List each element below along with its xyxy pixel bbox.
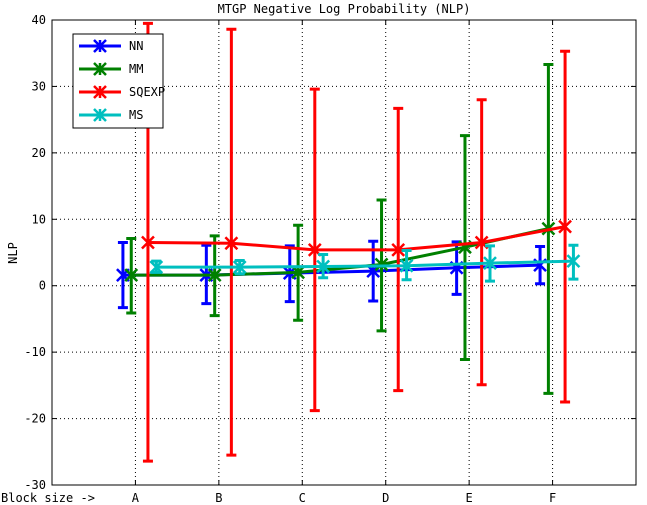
legend-item-nn: NN [79, 39, 143, 53]
plot-frame [51, 19, 637, 486]
y-tick-label: -20 [24, 412, 46, 426]
x-tick-label: C [299, 491, 306, 505]
series-line-sqexp [147, 225, 566, 252]
chart-title: MTGP Negative Log Probability (NLP) [218, 2, 471, 16]
point-marker-ms [316, 259, 331, 274]
legend-label-sqexp: SQEXP [129, 85, 165, 99]
series-ms [149, 243, 581, 283]
x-tick-label: F [549, 491, 556, 505]
y-tick-label: -10 [24, 345, 46, 359]
point-marker-mm [124, 268, 139, 282]
point-marker-ms [566, 254, 581, 269]
y-tick-label: 10 [32, 212, 46, 226]
point-marker-ms [483, 256, 497, 271]
axis-ticks: -30 -20 -10 0 10 20 30 40 A B C D E F [24, 13, 636, 505]
point-marker-mm [374, 257, 389, 272]
x-prefix-label: Block size -> [1, 491, 95, 505]
legend-item-ms: MS [79, 108, 143, 122]
legend-marker-ms [93, 108, 107, 122]
x-tick-label: B [215, 491, 222, 505]
y-axis-label: NLP [6, 242, 20, 264]
point-marker-mm [207, 268, 222, 282]
legend: NN MM SQEXP MS [72, 33, 165, 129]
legend-marker-sqexp [93, 85, 107, 99]
legend-label-nn: NN [129, 39, 143, 53]
point-marker-sqexp [224, 236, 239, 251]
point-marker-sqexp [558, 219, 572, 234]
point-marker-ms [399, 258, 414, 273]
x-tick-label: A [132, 491, 140, 505]
legend-label-mm: MM [129, 62, 143, 76]
legend-item-sqexp: SQEXP [79, 85, 165, 99]
series-sqexp [141, 21, 572, 463]
x-tick-label: E [466, 491, 473, 505]
legend-marker-mm [93, 62, 107, 76]
point-marker-mm [291, 265, 305, 280]
y-tick-label: 20 [32, 146, 46, 160]
x-tick-label: D [382, 491, 389, 505]
legend-item-mm: MM [79, 62, 143, 76]
legend-marker-nn [93, 39, 107, 53]
legend-box [72, 33, 164, 129]
point-marker-sqexp [141, 235, 155, 250]
y-tick-label: -30 [24, 478, 46, 492]
point-marker-ms [232, 260, 247, 274]
legend-label-ms: MS [129, 108, 143, 122]
series-line-ms [156, 259, 574, 269]
point-marker-ms [149, 260, 164, 274]
y-tick-label: 0 [39, 279, 46, 293]
point-marker-sqexp [391, 242, 406, 257]
y-tick-label: 30 [32, 79, 46, 93]
y-tick-label: 40 [32, 13, 46, 27]
series-layer [116, 21, 581, 463]
